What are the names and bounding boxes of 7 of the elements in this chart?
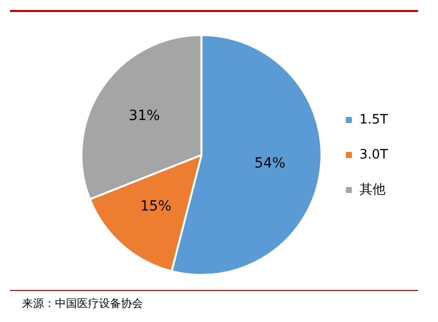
legend-label: 其他	[359, 182, 386, 198]
source-note: 来源：中国医疗设备协会	[22, 296, 143, 311]
data-label: 31%	[128, 108, 160, 124]
legend-label: 1.5T	[359, 112, 388, 128]
legend-label: 3.0T	[359, 147, 388, 162]
data-label: 15%	[140, 198, 172, 214]
data-label: 54%	[254, 155, 286, 172]
